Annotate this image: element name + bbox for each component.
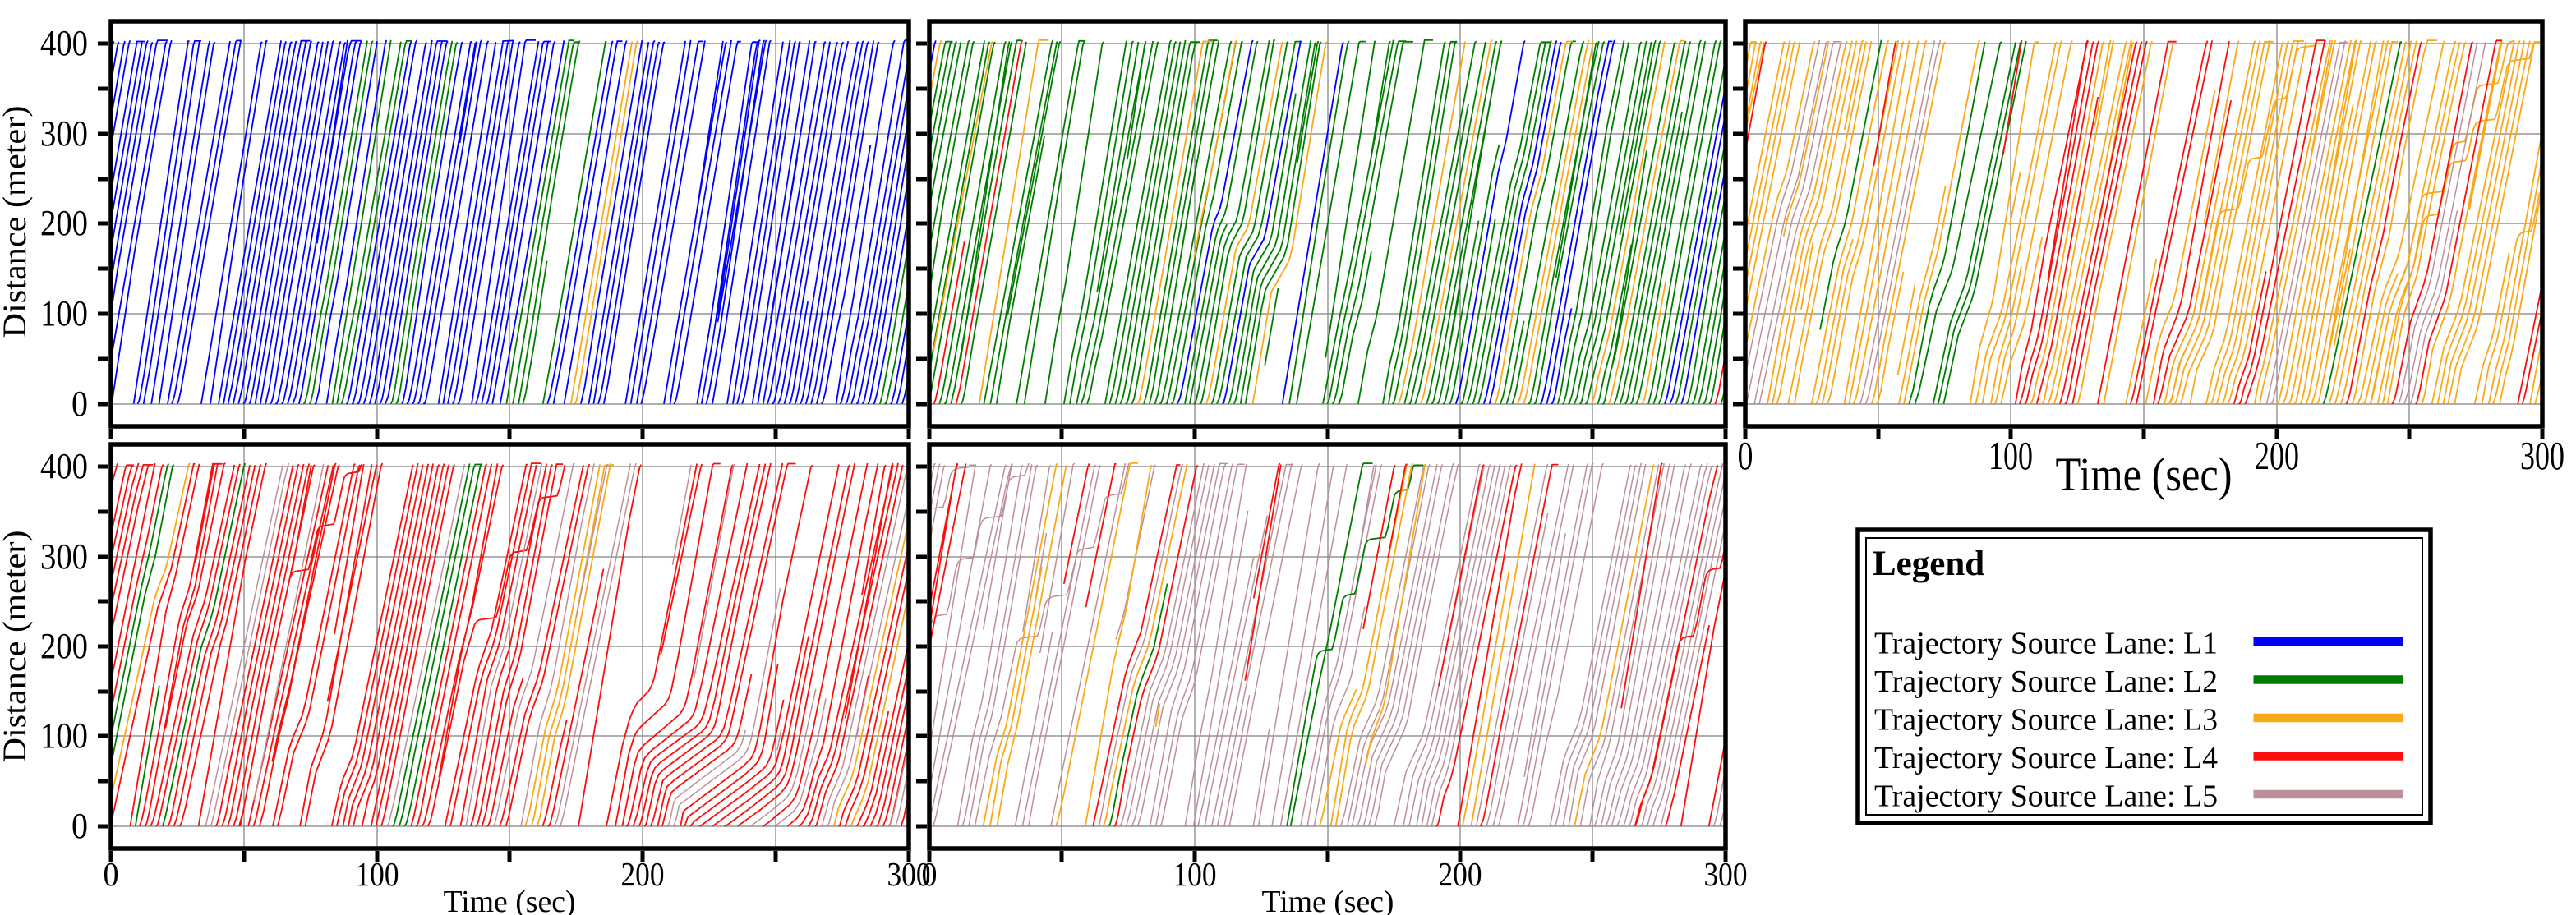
svg-text:0: 0 [922, 855, 938, 893]
svg-text:100: 100 [356, 855, 399, 893]
svg-text:400: 400 [40, 23, 88, 63]
svg-text:300: 300 [2520, 433, 2564, 478]
svg-text:Distance (meter): Distance (meter) [0, 106, 33, 338]
svg-text:0: 0 [1738, 433, 1753, 478]
svg-text:100: 100 [1988, 433, 2033, 478]
svg-text:200: 200 [40, 203, 88, 243]
svg-text:200: 200 [40, 626, 88, 666]
svg-text:200: 200 [1439, 855, 1482, 893]
svg-text:0: 0 [71, 806, 88, 846]
svg-text:Trajectory Source Lane: L1: Trajectory Source Lane: L1 [1874, 627, 2218, 661]
svg-text:0: 0 [71, 384, 88, 424]
svg-text:Distance (meter): Distance (meter) [0, 531, 33, 763]
svg-text:Trajectory Source Lane: L2: Trajectory Source Lane: L2 [1874, 664, 2218, 699]
svg-text:300: 300 [40, 536, 88, 577]
svg-text:400: 400 [40, 446, 88, 486]
svg-text:200: 200 [621, 855, 665, 893]
svg-text:Time (sec): Time (sec) [1262, 885, 1394, 915]
svg-text:Trajectory Source Lane: L3: Trajectory Source Lane: L3 [1874, 703, 2218, 738]
svg-text:0: 0 [104, 855, 119, 893]
svg-text:100: 100 [40, 715, 88, 756]
svg-text:300: 300 [887, 855, 931, 893]
svg-text:Time (sec): Time (sec) [2056, 448, 2233, 501]
svg-text:Trajectory Source Lane: L5: Trajectory Source Lane: L5 [1874, 779, 2218, 814]
svg-text:Time (sec): Time (sec) [444, 885, 576, 915]
svg-text:300: 300 [1704, 855, 1748, 893]
svg-text:Trajectory Source Lane: L4: Trajectory Source Lane: L4 [1874, 741, 2218, 775]
svg-text:100: 100 [1173, 855, 1217, 893]
svg-text:Legend: Legend [1873, 545, 1984, 583]
svg-text:200: 200 [2255, 433, 2299, 478]
svg-text:300: 300 [40, 113, 88, 154]
svg-text:100: 100 [40, 293, 88, 333]
